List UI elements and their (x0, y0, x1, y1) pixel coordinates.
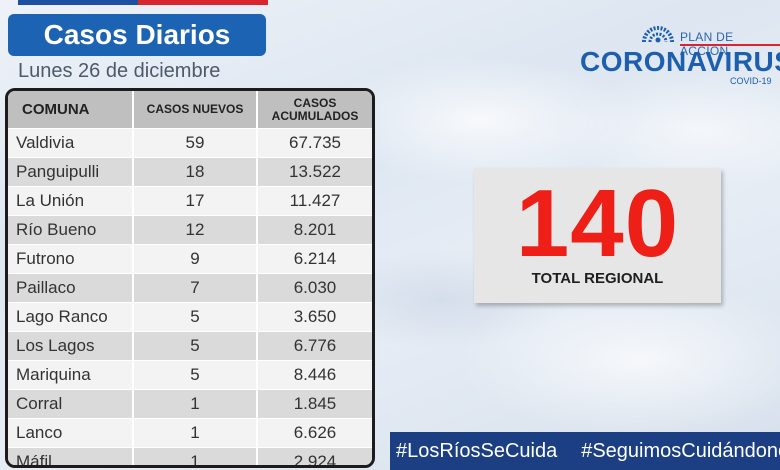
table-row: Panguipulli 18 13.522 (8, 157, 372, 187)
table-row: La Unión 17 11.427 (8, 186, 372, 216)
cell-casos-nuevos: 9 (133, 244, 258, 274)
cell-casos-nuevos: 1 (133, 447, 258, 465)
cell-casos-nuevos: 1 (133, 389, 258, 419)
cell-comuna: Los Lagos (8, 331, 134, 361)
logo-plan-text: PLAN DE ACCIÓN (680, 30, 734, 58)
cell-comuna: Futrono (8, 244, 134, 274)
cell-casos-nuevos: 5 (133, 360, 258, 390)
table-row: Mariquina 5 8.446 (8, 360, 372, 390)
header-casos-acumulados: CASOS ACUMULADOS (257, 91, 372, 129)
cell-casos-acumulados: 8.201 (257, 215, 372, 245)
cell-comuna: Río Bueno (8, 215, 134, 245)
flag-stripe (18, 0, 268, 5)
table-row: Río Bueno 12 8.201 (8, 215, 372, 245)
cell-casos-acumulados: 6.214 (257, 244, 372, 274)
cases-table: COMUNA CASOS NUEVOS CASOS ACUMULADOS Val… (8, 91, 372, 465)
cell-casos-nuevos: 59 (133, 128, 258, 158)
table-row: Futrono 9 6.214 (8, 244, 372, 274)
cell-comuna: Lago Ranco (8, 302, 134, 332)
cell-casos-nuevos: 17 (133, 186, 258, 216)
cell-comuna: Paillaco (8, 273, 134, 303)
cell-comuna: Máfil (8, 447, 134, 465)
coronavirus-plan-logo: PLAN DE ACCIÓN CORONAVIRUS COVID-19 (580, 22, 780, 86)
logo-covid-text: COVID-19 (730, 76, 772, 86)
cell-casos-nuevos: 18 (133, 157, 258, 187)
total-regional-value: 140 (515, 170, 680, 277)
cell-comuna: Valdivia (8, 128, 134, 158)
logo-divider (680, 44, 780, 46)
cell-casos-nuevos: 1 (133, 418, 258, 448)
cell-comuna: Lanco (8, 418, 134, 448)
cell-casos-acumulados: 13.522 (257, 157, 372, 187)
cell-comuna: Panguipulli (8, 157, 134, 187)
table-row: Los Lagos 5 6.776 (8, 331, 372, 361)
date-label: Lunes 26 de diciembre (18, 60, 221, 82)
hashtag-seguimos: #SeguimosCuidándonos (581, 439, 780, 462)
header-casos-nuevos: CASOS NUEVOS (133, 91, 258, 129)
cell-casos-acumulados: 11.427 (257, 186, 372, 216)
table-header-row: COMUNA CASOS NUEVOS CASOS ACUMULADOS (8, 91, 372, 129)
cell-comuna: Mariquina (8, 360, 134, 390)
table-row: Paillaco 7 6.030 (8, 273, 372, 303)
cell-casos-acumulados: 6.030 (257, 273, 372, 303)
header-comuna: COMUNA (8, 91, 134, 129)
total-regional-label: TOTAL REGIONAL (531, 270, 664, 287)
cell-casos-nuevos: 5 (133, 331, 258, 361)
logo-coronavirus-text: CORONAVIRUS (580, 46, 780, 77)
hashtag-footer: #LosRíosSeCuida #SeguimosCuidándonos (390, 432, 780, 470)
cell-casos-acumulados: 2.924 (257, 447, 372, 465)
table-row: Corral 1 1.845 (8, 389, 372, 419)
cell-casos-acumulados: 1.845 (257, 389, 372, 419)
header-acumulados-line1: CASOS (293, 95, 337, 110)
table-row: Valdivia 59 67.735 (8, 128, 372, 158)
cell-casos-acumulados: 3.650 (257, 302, 372, 332)
crown-arc-icon (642, 26, 674, 43)
cases-table-container: COMUNA CASOS NUEVOS CASOS ACUMULADOS Val… (5, 88, 375, 468)
cell-casos-acumulados: 8.446 (257, 360, 372, 390)
table-row: Máfil 1 2.924 (8, 447, 372, 465)
cell-casos-nuevos: 12 (133, 215, 258, 245)
cell-comuna: La Unión (8, 186, 134, 216)
header-acumulados-line2: ACUMULADOS (271, 108, 359, 123)
cell-comuna: Corral (8, 389, 134, 419)
cell-casos-acumulados: 6.626 (257, 418, 372, 448)
title-banner: Casos Diarios (8, 14, 266, 56)
hashtag-losrios: #LosRíosSeCuida (396, 439, 558, 462)
cell-casos-acumulados: 67.735 (257, 128, 372, 158)
cell-casos-acumulados: 6.776 (257, 331, 372, 361)
cell-casos-nuevos: 7 (133, 273, 258, 303)
total-card: 140 TOTAL REGIONAL (474, 168, 721, 303)
cell-casos-nuevos: 5 (133, 302, 258, 332)
page-title: Casos Diarios (43, 19, 231, 50)
table-row: Lanco 1 6.626 (8, 418, 372, 448)
table-row: Lago Ranco 5 3.650 (8, 302, 372, 332)
